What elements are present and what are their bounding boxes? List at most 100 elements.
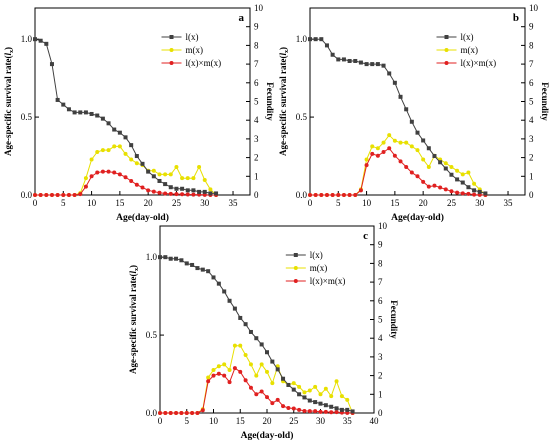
- y-axis-label: Age-specific survival rate(lx): [128, 265, 140, 374]
- series-l(x): [33, 37, 219, 196]
- data-point: [208, 191, 213, 196]
- y2-tick-label: 1: [529, 171, 534, 181]
- y2-tick-label: 2: [378, 371, 383, 381]
- y-tick-label: 0.5: [21, 112, 33, 122]
- data-point: [78, 192, 83, 197]
- y2-tick-label: 8: [529, 40, 534, 50]
- y2-tick-label: 7: [529, 59, 534, 69]
- y2-tick-label: 10: [254, 3, 264, 13]
- data-point: [214, 191, 219, 196]
- data-point: [330, 52, 335, 57]
- panel-label: a: [239, 12, 245, 24]
- data-point: [55, 97, 60, 102]
- legend-marker: [169, 61, 174, 65]
- data-point: [117, 144, 122, 149]
- y2-tick-label: 1: [378, 389, 383, 399]
- data-point: [195, 266, 200, 271]
- data-point: [466, 185, 471, 190]
- x-tick-label: 30: [475, 198, 485, 208]
- data-point: [265, 369, 269, 374]
- data-point: [432, 183, 437, 188]
- legend-marker: [293, 279, 298, 283]
- data-point: [254, 392, 259, 397]
- legend-marker: [444, 35, 449, 39]
- legend-label: l(x): [310, 250, 323, 260]
- data-point: [123, 135, 128, 140]
- data-point: [157, 172, 162, 177]
- y2-tick-label: 9: [378, 240, 383, 250]
- y-tick-label: 0.5: [296, 112, 308, 122]
- data-point: [200, 408, 205, 413]
- y-tick-label: 0.0: [296, 190, 308, 200]
- data-point: [106, 169, 111, 174]
- data-point: [206, 375, 211, 380]
- legend-marker: [169, 48, 174, 52]
- data-point: [438, 160, 443, 165]
- x-tick-label: 20: [263, 416, 273, 426]
- data-point: [243, 322, 248, 327]
- data-point: [66, 193, 71, 197]
- data-point: [460, 172, 465, 177]
- legend-marker: [444, 48, 449, 52]
- data-point: [180, 176, 185, 181]
- data-point: [129, 178, 134, 183]
- y-tick-label: 1.0: [21, 34, 33, 44]
- data-point: [281, 404, 286, 409]
- data-point: [329, 410, 334, 415]
- data-point: [158, 411, 162, 415]
- data-point: [364, 157, 369, 162]
- data-point: [364, 62, 369, 67]
- data-point: [472, 188, 477, 193]
- data-point: [308, 193, 312, 197]
- data-point: [329, 394, 334, 399]
- data-point: [216, 364, 221, 369]
- data-point: [238, 369, 243, 374]
- plot-frame: [159, 225, 375, 414]
- legend: l(x) m(x) l(x)×m(x): [436, 32, 496, 68]
- data-point: [375, 146, 380, 151]
- data-point: [184, 261, 189, 266]
- data-point: [302, 395, 307, 400]
- data-point: [49, 62, 54, 67]
- x-tick-label: 40: [370, 416, 380, 426]
- data-point: [353, 58, 358, 63]
- data-point: [347, 58, 352, 63]
- data-point: [83, 176, 88, 181]
- data-point: [211, 373, 216, 378]
- data-point: [259, 342, 264, 347]
- y2-tick-label: 2: [529, 153, 534, 163]
- x-tick-label: 15: [390, 198, 400, 208]
- x-tick-label: 30: [200, 198, 210, 208]
- data-point: [438, 185, 443, 190]
- y2-tick-label: 0: [254, 190, 259, 200]
- data-point: [117, 130, 122, 135]
- data-point: [466, 191, 471, 196]
- legend-label: m(x): [186, 45, 204, 55]
- data-point: [66, 107, 71, 112]
- x-tick-label: 35: [343, 416, 353, 426]
- data-point: [318, 401, 323, 406]
- data-point: [286, 405, 291, 410]
- data-point: [275, 367, 280, 372]
- data-point: [49, 193, 54, 197]
- data-point: [191, 188, 196, 193]
- data-point: [168, 172, 173, 177]
- data-point: [211, 275, 216, 280]
- data-point: [238, 315, 243, 320]
- data-point: [216, 281, 221, 286]
- data-point: [33, 193, 37, 197]
- data-point: [265, 395, 269, 400]
- data-point: [211, 367, 216, 372]
- data-point: [123, 175, 128, 180]
- chart-panel-a: 0 5 10 15 20 25 30 35 0.0 0.5 1.0 0 1 2 3 4 5 6 7 8 9 10 Age(d…: [3, 3, 275, 223]
- data-point: [248, 385, 253, 390]
- data-point: [313, 37, 318, 42]
- series-l(x): [158, 255, 355, 414]
- data-point: [319, 37, 324, 42]
- data-point: [146, 169, 151, 174]
- data-point: [83, 184, 88, 189]
- y2-axis-label: Fecundity: [265, 82, 275, 121]
- panel-label: b: [513, 12, 519, 24]
- data-point: [168, 185, 173, 190]
